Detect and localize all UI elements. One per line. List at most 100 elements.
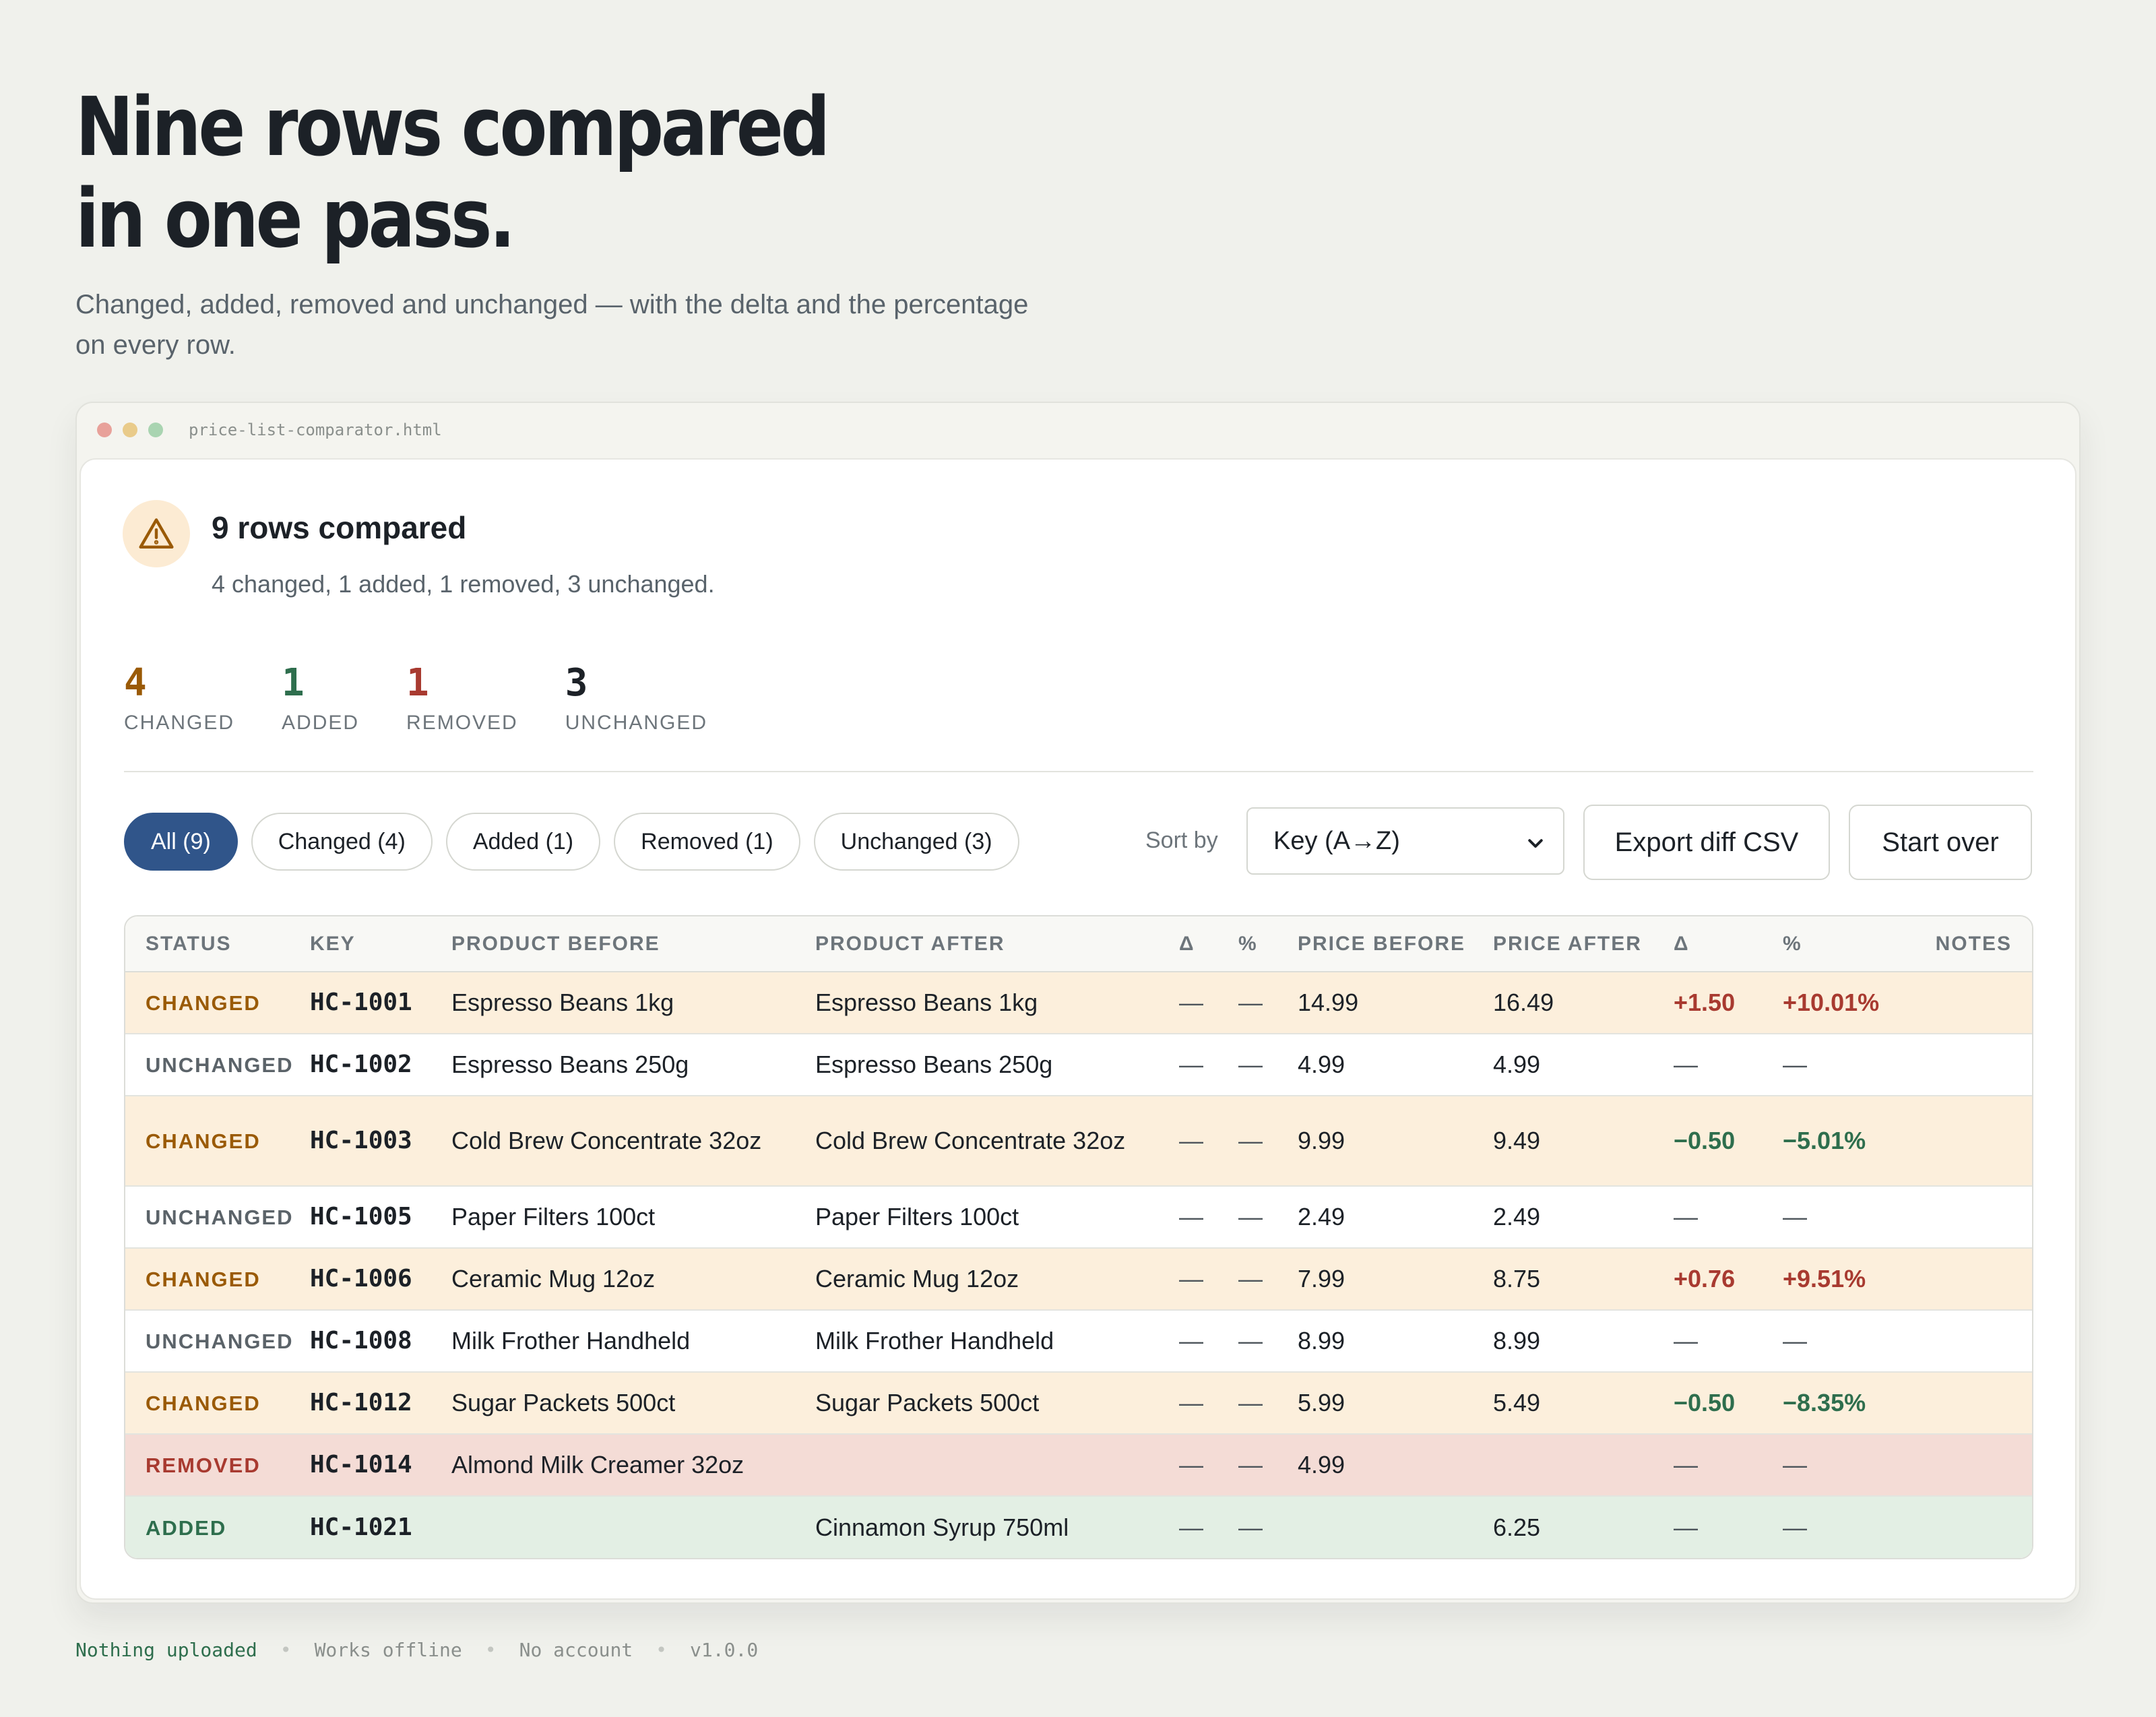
table-row[interactable]: UNCHANGED HC-1002 Espresso Beans 250g Es… [125, 1033, 2032, 1096]
table-row[interactable]: CHANGED HC-1012 Sugar Packets 500ct Suga… [125, 1371, 2032, 1434]
notes [1924, 1371, 2032, 1434]
column-header[interactable]: KEY [310, 916, 451, 972]
column-header[interactable]: % [1783, 916, 1924, 972]
warning-triangle-icon [123, 500, 190, 567]
hero: Nine rows compared in one pass. Changed,… [75, 82, 1086, 365]
price-delta: — [1674, 1309, 1783, 1372]
price-delta: — [1674, 1185, 1783, 1248]
price-percent: +9.51% [1783, 1247, 1924, 1310]
table-row[interactable]: ADDED HC-1021 Cinnamon Syrup 750ml — — 6… [125, 1495, 2032, 1558]
row-key: HC-1006 [310, 1247, 451, 1310]
price-percent: — [1783, 1433, 1924, 1496]
price-percent: — [1783, 1309, 1924, 1372]
name-delta: — [1179, 1309, 1238, 1372]
stat-label: ADDED [282, 712, 360, 734]
column-header[interactable]: Δ [1179, 916, 1238, 972]
product-after: Paper Filters 100ct [815, 1185, 1179, 1248]
price-before: 7.99 [1298, 1247, 1493, 1310]
price-before: 8.99 [1298, 1309, 1493, 1372]
table-row[interactable]: CHANGED HC-1006 Ceramic Mug 12oz Ceramic… [125, 1247, 2032, 1310]
price-percent: — [1783, 1185, 1924, 1248]
price-percent: — [1783, 1033, 1924, 1096]
filter-added[interactable]: Added (1) [445, 813, 601, 871]
stat-label: CHANGED [124, 712, 235, 734]
table-row[interactable]: CHANGED HC-1001 Espresso Beans 1kg Espre… [125, 972, 2032, 1034]
product-before: Ceramic Mug 12oz [451, 1247, 815, 1310]
notes [1924, 1309, 2032, 1372]
notes [1924, 1033, 2032, 1096]
table-row[interactable]: UNCHANGED HC-1008 Milk Frother Handheld … [125, 1309, 2032, 1372]
row-key: HC-1002 [310, 1033, 451, 1096]
filter-all[interactable]: All (9) [124, 813, 238, 871]
column-header[interactable]: STATUS [125, 916, 310, 972]
filter-changed[interactable]: Changed (4) [251, 813, 433, 871]
column-header[interactable]: Δ [1674, 916, 1783, 972]
product-before: Espresso Beans 250g [451, 1033, 815, 1096]
footer-separator: • [656, 1639, 668, 1661]
hero-title: Nine rows compared in one pass. [75, 82, 945, 266]
price-delta: +0.76 [1674, 1247, 1783, 1310]
name-delta: — [1179, 1371, 1238, 1434]
minimize-dot-icon[interactable] [123, 423, 137, 437]
price-percent: — [1783, 1495, 1924, 1558]
export-diff-csv-button[interactable]: Export diff CSV [1583, 805, 1830, 880]
name-delta: — [1179, 1495, 1238, 1558]
notes [1924, 972, 2032, 1034]
stat-unchanged: 3 UNCHANGED [565, 662, 707, 735]
sort-select[interactable]: Key (A→Z) [1246, 807, 1564, 875]
column-header[interactable]: PRODUCT BEFORE [451, 916, 815, 972]
price-after: 8.75 [1493, 1247, 1674, 1310]
status-badge: UNCHANGED [146, 1053, 294, 1077]
row-key: HC-1021 [310, 1495, 451, 1558]
status-badge: UNCHANGED [146, 1330, 294, 1353]
name-delta: — [1179, 1185, 1238, 1248]
price-percent: −5.01% [1783, 1095, 1924, 1186]
column-header[interactable]: PRICE AFTER [1493, 916, 1674, 972]
sort-label: Sort by [1145, 828, 1218, 853]
product-after: Ceramic Mug 12oz [815, 1247, 1179, 1310]
row-key: HC-1001 [310, 972, 451, 1034]
table-row[interactable]: UNCHANGED HC-1005 Paper Filters 100ct Pa… [125, 1185, 2032, 1248]
price-before: 2.49 [1298, 1185, 1493, 1248]
start-over-button[interactable]: Start over [1849, 805, 2032, 880]
status-badge: ADDED [146, 1516, 227, 1540]
row-key: HC-1005 [310, 1185, 451, 1248]
product-before: Paper Filters 100ct [451, 1185, 815, 1248]
filter-removed[interactable]: Removed (1) [614, 813, 800, 871]
price-after: 9.49 [1493, 1095, 1674, 1186]
product-after: Milk Frother Handheld [815, 1309, 1179, 1372]
column-header[interactable]: PRODUCT AFTER [815, 916, 1179, 972]
chevron-down-icon [1528, 839, 1543, 848]
price-delta: −0.50 [1674, 1095, 1783, 1186]
price-before: 5.99 [1298, 1371, 1493, 1434]
column-header[interactable]: PRICE BEFORE [1298, 916, 1493, 972]
name-percent: — [1238, 1309, 1298, 1372]
product-after: Cold Brew Concentrate 32oz [815, 1095, 1179, 1186]
row-key: HC-1003 [310, 1095, 451, 1186]
price-after: 6.25 [1493, 1495, 1674, 1558]
status-badge: CHANGED [146, 991, 261, 1015]
product-after: Espresso Beans 1kg [815, 972, 1179, 1034]
notes [1924, 1247, 2032, 1310]
stat-label: UNCHANGED [565, 712, 708, 734]
row-key: HC-1014 [310, 1433, 451, 1496]
column-header[interactable]: NOTES [1924, 916, 2032, 972]
stat-value: 4 [124, 661, 147, 705]
table-row[interactable]: CHANGED HC-1003 Cold Brew Concentrate 32… [125, 1095, 2032, 1186]
hero-title-line-1: Nine rows compared [75, 81, 830, 175]
status-badge: REMOVED [146, 1454, 261, 1477]
filter-unchanged[interactable]: Unchanged (3) [813, 813, 1019, 871]
product-after: Cinnamon Syrup 750ml [815, 1495, 1179, 1558]
stat-value: 3 [565, 661, 588, 705]
stats-row: 4 CHANGED 1 ADDED 1 REMOVED 3 UNCHANGED [124, 662, 755, 735]
price-delta: — [1674, 1433, 1783, 1496]
column-header[interactable]: % [1238, 916, 1298, 972]
maximize-dot-icon[interactable] [148, 423, 163, 437]
name-percent: — [1238, 1247, 1298, 1310]
table-row[interactable]: REMOVED HC-1014 Almond Milk Creamer 32oz… [125, 1433, 2032, 1496]
name-percent: — [1238, 1185, 1298, 1248]
notes [1924, 1095, 2032, 1186]
status-badge: CHANGED [146, 1392, 261, 1415]
footer-nothing-uploaded: Nothing uploaded [75, 1639, 257, 1661]
close-dot-icon[interactable] [97, 423, 112, 437]
